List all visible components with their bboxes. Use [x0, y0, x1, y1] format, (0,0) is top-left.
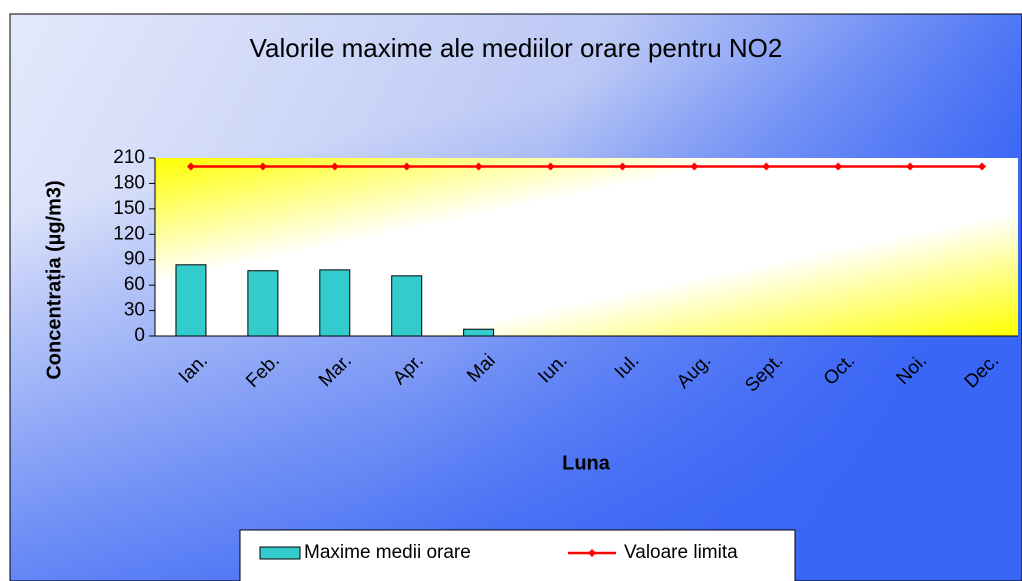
y-tick-label: 30	[124, 300, 145, 321]
bar	[175, 264, 207, 337]
line-marker	[618, 162, 627, 171]
y-axis-label: Concentrația (µg/m3)	[43, 180, 65, 379]
chart-border	[9, 13, 1022, 581]
plot-area	[155, 158, 1018, 336]
legend	[239, 529, 796, 581]
legend-swatch	[259, 546, 301, 560]
bar	[463, 328, 495, 337]
line-marker	[978, 162, 987, 171]
bar	[247, 270, 279, 337]
line-marker	[474, 162, 483, 171]
legend-label: Valoare limita	[624, 542, 738, 563]
bar	[319, 269, 351, 337]
y-tick-label: 0	[134, 325, 145, 346]
line-marker	[258, 162, 267, 171]
chart-title: Valorile maxime ale mediilor orare pentr…	[250, 33, 783, 63]
y-tick-label: 90	[124, 249, 145, 270]
line-marker	[546, 162, 555, 171]
legend-marker	[588, 549, 596, 557]
legend-label: Maxime medii orare	[304, 542, 471, 563]
line-marker	[834, 162, 843, 171]
y-tick-label: 210	[113, 147, 145, 168]
line-marker	[690, 162, 699, 171]
y-tick-label: 180	[113, 172, 145, 193]
y-tick-label: 60	[124, 274, 145, 295]
line-marker	[186, 162, 195, 171]
y-tick-label: 150	[113, 198, 145, 219]
line-marker	[762, 162, 771, 171]
x-axis-label: Luna	[562, 452, 611, 474]
line-marker	[330, 162, 339, 171]
bar	[391, 275, 423, 337]
line-marker	[906, 162, 915, 171]
line-marker	[402, 162, 411, 171]
y-tick-label: 120	[113, 223, 145, 244]
